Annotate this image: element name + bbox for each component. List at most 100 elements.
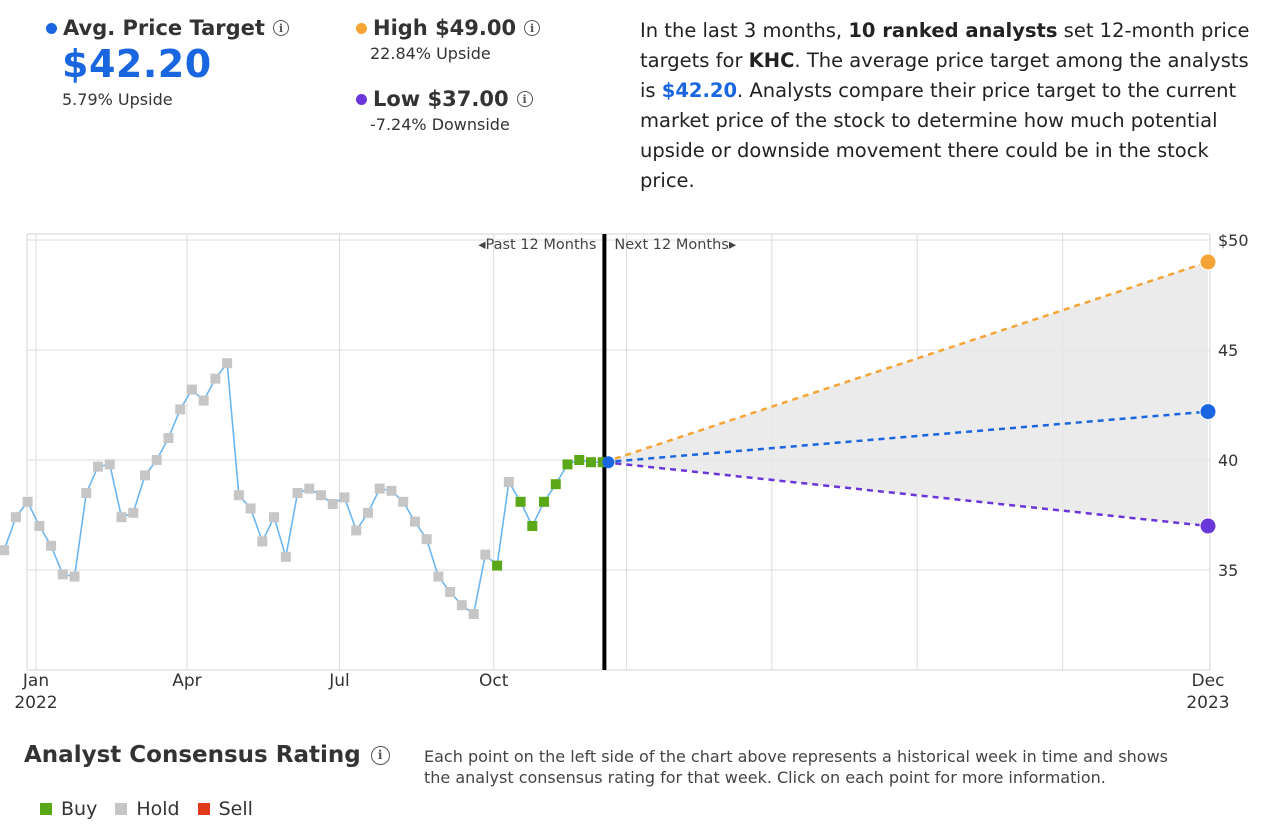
x-tick-label: Jan <box>22 671 49 691</box>
y-tick-label: 35 <box>1218 561 1238 580</box>
high-label: High $49.00 <box>373 16 517 40</box>
rating-point <box>445 587 456 597</box>
avg-price-target: Avg. Price Target i $42.20 5.79% Upside <box>46 16 289 109</box>
low-projection-line <box>604 460 1209 528</box>
rating-point <box>539 496 550 507</box>
rating-point <box>316 490 327 501</box>
current-price-dot <box>602 456 615 469</box>
rating-point <box>0 545 10 556</box>
low-dot <box>356 93 367 105</box>
next-12-months-label: Next 12 Months▸ <box>614 237 736 253</box>
price-line <box>3 361 605 616</box>
rating-point <box>468 609 479 619</box>
avg-change: 5.79% Upside <box>62 90 173 109</box>
low-change: -7.24% Downside <box>370 115 510 134</box>
low-label: Low $37.00 <box>373 87 509 111</box>
x-tick-label: Jul <box>328 671 350 691</box>
rating-title-text: Analyst Consensus Rating <box>24 742 361 768</box>
desc-avg-price: $42.20 <box>661 79 738 102</box>
rating-description: Each point on the left side of the chart… <box>424 747 1168 787</box>
rating-point <box>69 571 80 582</box>
rating-point <box>81 488 92 498</box>
rating-title: Analyst Consensus Rating i <box>24 742 390 768</box>
rating-point <box>46 540 57 551</box>
info-icon[interactable]: i <box>272 20 289 36</box>
rating-point <box>163 433 174 443</box>
x-tick-label: Apr <box>172 671 201 691</box>
rating-legend: Buy Hold Sell <box>40 798 271 820</box>
rating-point <box>128 507 139 518</box>
rating-point <box>585 457 596 468</box>
info-icon[interactable]: i <box>524 20 541 36</box>
rating-point <box>492 560 503 571</box>
past-12-months-label: ◂Past 12 Months <box>478 237 596 253</box>
rating-point <box>409 516 420 527</box>
rating-point <box>398 496 409 507</box>
rating-point <box>527 521 538 531</box>
low-projection-dot <box>1199 517 1217 535</box>
rating-point <box>374 483 385 494</box>
legend-hold-swatch <box>115 803 128 815</box>
rating-point <box>257 536 268 547</box>
legend-buy: Buy <box>40 798 97 820</box>
rating-point <box>198 395 209 406</box>
rating-point <box>456 600 467 611</box>
rating-point <box>574 455 585 465</box>
projection-range <box>604 262 1208 526</box>
rating-point <box>304 483 315 494</box>
rating-point <box>186 384 197 395</box>
info-icon[interactable]: i <box>516 91 533 107</box>
rating-point <box>116 512 127 523</box>
high-dot <box>356 22 367 34</box>
x-tick-year-label: 2022 <box>14 693 57 713</box>
rating-point <box>10 512 21 523</box>
high-projection-dot <box>1199 253 1217 271</box>
high-change: 22.84% Upside <box>370 44 491 63</box>
desc-text: . The average price target among the ana… <box>640 49 1249 102</box>
legend-sell-swatch <box>197 803 210 815</box>
rating-point <box>339 492 350 503</box>
avg-dot <box>46 22 57 34</box>
rating-point <box>245 503 256 514</box>
rating-point <box>327 499 338 509</box>
avg-projection-line <box>604 410 1209 464</box>
desc-text: In the last 3 months, <box>640 19 849 42</box>
avg-label: Avg. Price Target <box>63 16 265 40</box>
x-tick-year-label: 2023 <box>1186 693 1229 713</box>
rating-point <box>151 455 162 465</box>
rating-point <box>22 496 33 507</box>
low-price-target: Low $37.00 i -7.24% Downside <box>356 87 533 134</box>
plot-frame <box>26 233 1211 671</box>
rating-point <box>34 521 45 531</box>
x-tick-label: Dec <box>1192 671 1225 691</box>
rating-point <box>550 479 561 490</box>
rating-point <box>93 461 104 472</box>
rating-point <box>362 507 373 518</box>
desc-text: . Analysts compare their price target to… <box>640 79 1237 192</box>
rating-point <box>433 571 444 582</box>
legend-buy-label: Buy <box>61 798 98 820</box>
y-tick-label: 40 <box>1218 451 1238 470</box>
rating-point <box>351 525 362 536</box>
rating-point <box>139 470 150 481</box>
high-price-target: High $49.00 i 22.84% Upside <box>356 16 541 63</box>
rating-point <box>386 485 397 496</box>
price-target-description: In the last 3 months, 10 ranked analysts… <box>640 16 1250 196</box>
avg-projection-dot <box>1199 403 1217 421</box>
info-icon[interactable]: i <box>370 745 390 765</box>
rating-point <box>562 459 573 470</box>
rating-point <box>57 569 68 580</box>
desc-ticker: KHC <box>748 49 795 72</box>
rating-point <box>210 373 221 384</box>
y-tick-label: 45 <box>1218 341 1238 360</box>
legend-hold-label: Hold <box>136 798 180 820</box>
rating-point <box>421 534 432 545</box>
legend-sell: Sell <box>197 798 253 820</box>
rating-point <box>175 404 186 415</box>
desc-text: set 12-month price targets for <box>640 19 1250 72</box>
rating-point <box>104 459 115 470</box>
rating-point <box>280 551 291 562</box>
legend-buy-swatch <box>40 803 52 815</box>
rating-point <box>480 549 491 560</box>
